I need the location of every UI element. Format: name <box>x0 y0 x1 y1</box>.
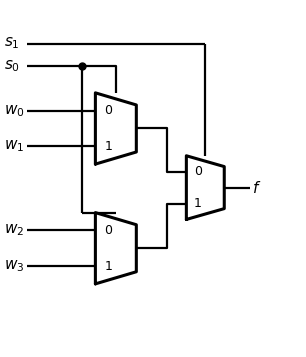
Text: 0: 0 <box>104 224 112 237</box>
Text: $s_1$: $s_1$ <box>4 36 20 51</box>
Text: $f$: $f$ <box>252 180 261 196</box>
Text: 1: 1 <box>194 197 202 210</box>
Text: $s_0$: $s_0$ <box>4 59 21 74</box>
Text: 1: 1 <box>104 260 112 272</box>
Text: $w_1$: $w_1$ <box>4 139 24 154</box>
Text: $w_2$: $w_2$ <box>4 222 24 238</box>
Text: 1: 1 <box>104 140 112 153</box>
Text: $w_3$: $w_3$ <box>4 258 25 274</box>
Text: $w_0$: $w_0$ <box>4 103 25 119</box>
Text: 0: 0 <box>104 104 112 117</box>
Text: 0: 0 <box>194 165 202 178</box>
